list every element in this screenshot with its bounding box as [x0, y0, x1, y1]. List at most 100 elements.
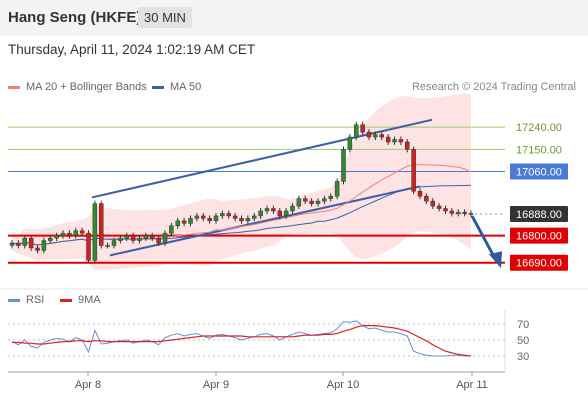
rsi-axis-label-30: 30 [517, 351, 529, 363]
channel-lower-line [109, 185, 421, 257]
candle-body [9, 242, 15, 246]
candle-body [67, 232, 72, 236]
candle-body [207, 218, 212, 222]
candle-body [239, 218, 244, 222]
candle-body [366, 131, 372, 138]
candle-body [181, 220, 187, 224]
candle-body [309, 200, 314, 204]
candle-body [462, 211, 467, 214]
candle-body [360, 124, 365, 133]
ma20-swatch [8, 85, 20, 89]
candle-body [264, 208, 270, 212]
level-label-17240: 17240.00 [516, 122, 562, 134]
candle-body [175, 220, 180, 227]
candle-body [456, 211, 461, 214]
candle-body [430, 200, 435, 207]
ma9-swatch [60, 298, 72, 302]
candle-body [245, 218, 251, 222]
candle-body [392, 139, 397, 143]
level-badge-17060 [510, 163, 568, 180]
x-tick-label: Apr 9 [203, 379, 229, 391]
candle-body [373, 134, 378, 138]
rsi-9ma-line [12, 325, 472, 357]
legend-9ma-label: 9MA [78, 294, 101, 306]
candle-body [118, 237, 123, 241]
candle-body [188, 218, 193, 224]
candle-body [468, 213, 474, 215]
candle-body [201, 215, 206, 219]
level-label-17150: 17150.00 [516, 144, 562, 156]
legend-ma50-label: MA 50 [170, 81, 202, 93]
level-label-16800: 16800.00 [516, 231, 562, 243]
candle-body [48, 237, 53, 241]
candle-body [111, 240, 117, 246]
candle-body [283, 210, 289, 217]
candle-body [334, 181, 340, 197]
level-badge-16888 [510, 205, 568, 222]
level-label-16888: 16888.00 [516, 209, 562, 221]
candle-body [252, 215, 257, 219]
rsi-line [11, 320, 471, 357]
level-badge-17240 [510, 119, 568, 136]
candle-body [35, 247, 40, 251]
candle-body [277, 210, 282, 217]
candle-body [385, 136, 391, 143]
copyright-text: Research © 2024 Trading Central [411, 81, 576, 93]
forecast-arrow-line [470, 215, 498, 261]
legend-ma20-label: MA 20 + Bollinger Bands [26, 81, 147, 93]
candle-body [16, 242, 21, 246]
candle-body [328, 195, 333, 199]
candle-body [99, 203, 104, 246]
candle-body [22, 237, 27, 246]
candle-body [169, 225, 174, 234]
legend-ma20: MA 20 + Bollinger Bands [8, 81, 147, 93]
candle-body [347, 136, 353, 150]
candle-body [60, 232, 66, 236]
candle-body [315, 200, 321, 204]
rsi-swatch [8, 298, 20, 302]
candle-body [322, 198, 327, 202]
candle-body [271, 208, 276, 212]
candle-body [130, 235, 136, 241]
legend-9ma: 9MA [60, 294, 101, 306]
candle-body [79, 230, 85, 234]
candle-body [341, 149, 346, 182]
candle-body [105, 245, 110, 247]
candle-body [443, 208, 448, 212]
legend-rsi: RSI [8, 294, 44, 306]
candle-body [143, 235, 149, 239]
candle-body [54, 235, 59, 239]
timeframe-badge[interactable]: 30 MIN [138, 7, 192, 28]
x-tick-label: Apr 10 [327, 379, 359, 391]
candle-body [213, 215, 219, 222]
legend-ma50: MA 50 [152, 81, 201, 93]
candle-body [296, 198, 302, 207]
forecast-arrow-head [489, 251, 502, 269]
candle-body [398, 139, 404, 143]
candle-body [162, 232, 168, 244]
rsi-axis-label-50: 50 [517, 335, 529, 347]
candle-body [417, 191, 423, 197]
level-badge-17150 [510, 141, 568, 158]
level-label-17060: 17060.00 [516, 167, 562, 179]
level-label-16690: 16690.00 [516, 258, 562, 270]
level-badge-16690 [510, 254, 568, 271]
candle-body [41, 240, 47, 251]
candle-body [86, 232, 91, 261]
candle-body [137, 237, 142, 241]
level-badge-16800 [510, 227, 568, 244]
candle-body [194, 215, 200, 219]
x-tick-label: Apr 8 [75, 379, 101, 391]
candle-body [379, 134, 384, 138]
candle-body [258, 210, 263, 217]
candle-body [156, 237, 161, 244]
chart-header: Hang Seng (HKFE) 30 MIN [0, 0, 588, 36]
candle-body [150, 235, 155, 239]
candle-body [354, 124, 359, 138]
candle-body [449, 210, 455, 214]
candle-body [424, 195, 429, 202]
rsi-axis-label-70: 70 [517, 319, 529, 331]
x-tick-label: Apr 11 [456, 379, 488, 391]
candle-body [92, 203, 98, 261]
